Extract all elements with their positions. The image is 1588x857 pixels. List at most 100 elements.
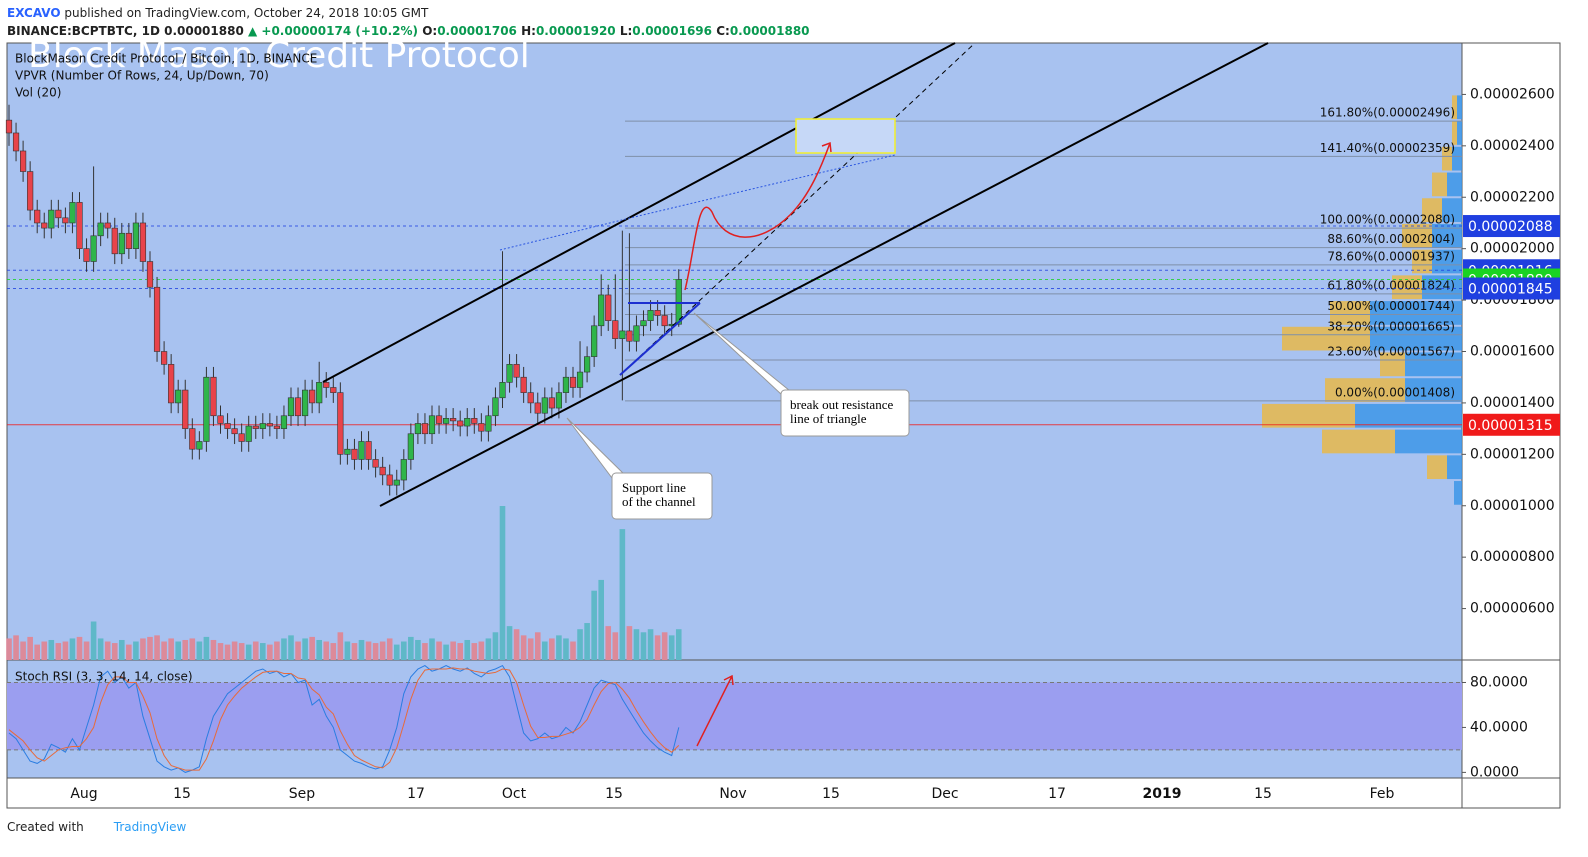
brand[interactable]: TradingView: [113, 820, 187, 834]
candle-body: [316, 382, 323, 404]
volume-bar: [485, 638, 492, 660]
candle-body: [583, 356, 591, 373]
vpvr-down: [1392, 275, 1422, 300]
volume-bar: [323, 641, 330, 660]
x-tick-label: Aug: [70, 786, 97, 802]
vpvr-down: [1380, 352, 1405, 377]
vpvr-down: [1442, 146, 1452, 171]
candle-body: [506, 364, 513, 383]
published: published on TradingView.com, October 24…: [64, 6, 429, 20]
volume-bar: [570, 641, 576, 660]
volume-bar: [661, 632, 668, 660]
volume-bar: [654, 635, 661, 660]
projection: [684, 142, 831, 291]
candle-body: [210, 376, 217, 417]
candle-body: [231, 428, 238, 435]
vpvr-up: [1452, 146, 1462, 171]
volume-bar: [104, 641, 111, 660]
c-key: C:: [716, 24, 730, 38]
volume-bar: [436, 641, 442, 660]
volume-bar: [527, 638, 534, 660]
volume-bar: [372, 643, 379, 660]
channel-top: [322, 42, 956, 383]
candle-body: [41, 222, 48, 229]
volume-bar: [619, 529, 626, 660]
volume-bar: [196, 641, 203, 660]
candle-body: [294, 397, 302, 417]
volume-bar: [626, 626, 633, 660]
candle-body: [323, 382, 330, 388]
candle-body: [612, 320, 619, 339]
candle-body: [125, 232, 132, 249]
volume-bar: [238, 643, 245, 660]
y-tick-label: 0.00001000: [1470, 498, 1555, 514]
volume-bar: [408, 636, 414, 660]
candle-body: [675, 279, 682, 325]
volume-bar: [161, 641, 167, 660]
volume-bar: [478, 641, 485, 660]
volume-bar: [210, 639, 217, 660]
x-tick-label: Oct: [502, 786, 527, 802]
x-tick-label: Nov: [719, 786, 746, 802]
vpvr-up: [1454, 481, 1462, 505]
candle-body: [591, 325, 598, 357]
volume-bar: [90, 621, 97, 660]
vpvr-up: [1355, 403, 1462, 428]
volume-bar: [577, 629, 583, 660]
volume-bar: [111, 643, 118, 660]
fib-label: 78.60%(0.00001937): [1327, 249, 1455, 263]
volume-bar: [542, 641, 548, 660]
candle-body: [238, 433, 245, 442]
stoch-arrow: [696, 675, 733, 747]
volume-bar: [274, 641, 280, 660]
volume-bar: [386, 638, 393, 660]
volume-bar: [119, 639, 125, 660]
volume-bar: [457, 643, 463, 660]
candle-body: [407, 433, 414, 460]
callout-text: Support line: [622, 480, 686, 495]
channel-bottom: [379, 42, 1269, 507]
volume-bar: [55, 643, 62, 660]
vpvr-down: [1402, 223, 1432, 248]
vpvr-down: [1452, 121, 1457, 145]
vpvr-up: [1447, 455, 1462, 480]
candle-body: [309, 389, 316, 404]
volume-bar: [27, 636, 33, 660]
volume-bar: [365, 641, 372, 660]
candle-body: [421, 423, 429, 435]
candle-body: [654, 310, 661, 316]
l-val: 0.00001696: [632, 24, 713, 38]
candle-body: [189, 428, 196, 450]
volume-bar: [633, 629, 640, 660]
volume-bar: [189, 638, 196, 660]
candle-body: [287, 397, 295, 417]
arrow-head: [821, 141, 832, 153]
volume-bar: [231, 641, 238, 660]
volume-bar: [471, 643, 478, 660]
vpvr-up: [1457, 95, 1462, 120]
volume-bar: [140, 638, 146, 660]
y-tick-label: 80.0000: [1470, 674, 1528, 690]
candle-body: [626, 330, 633, 342]
volume-bar: [612, 632, 619, 660]
dotted-line: [499, 154, 896, 251]
volume-bar: [464, 639, 471, 660]
candle-body: [605, 294, 612, 321]
candle-body: [27, 171, 34, 211]
arrow-head: [723, 674, 734, 686]
candle-body: [97, 222, 104, 237]
candle-body: [471, 418, 478, 424]
legend: Vol (20): [15, 86, 61, 100]
price-box: [1463, 413, 1560, 436]
volume-bar: [295, 641, 301, 660]
candle-body: [513, 364, 520, 378]
candle-body: [34, 209, 41, 224]
volume-bar: [34, 644, 40, 660]
x-tick-label: Feb: [1370, 786, 1395, 802]
vpvr-down: [1262, 403, 1355, 428]
candle-body: [478, 423, 485, 432]
author[interactable]: EXCAVO: [7, 6, 61, 20]
candle-body: [48, 209, 55, 229]
candle-body: [499, 382, 506, 399]
volume-bar: [224, 644, 231, 660]
